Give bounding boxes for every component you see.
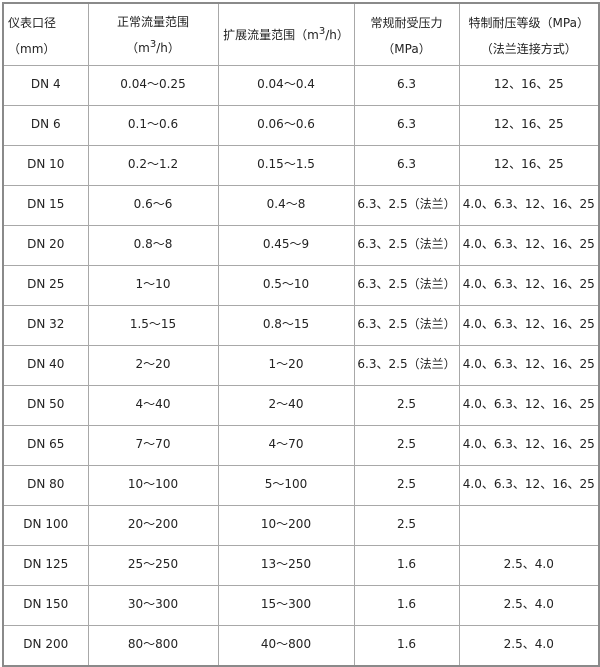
- cell-pressure: 6.3、2.5（法兰）: [353, 265, 460, 306]
- table-row: DN 100 20～200 10～200 2.5: [2, 505, 600, 546]
- header-unit-suffix: /h）: [156, 40, 180, 55]
- table-row: DN 40 2～20 1～20 6.3、2.5（法兰） 4.0、6.3、12、16、25: [2, 345, 600, 386]
- cell-normal: 30～300: [87, 585, 219, 626]
- table-row: DN 32 1.5～15 0.8～15 6.3、2.5（法兰） 4.0、6.3、12、1…: [2, 305, 600, 346]
- superscript: 3: [149, 38, 157, 50]
- cell-pressure: 6.3、2.5（法兰）: [353, 225, 460, 266]
- header-normal-flow: 正常流量范围（m3/h）: [87, 2, 219, 66]
- cell-extended: 1～20: [217, 345, 355, 386]
- header-unit-suffix: /h）: [325, 27, 349, 42]
- cell-dn: DN 20: [2, 225, 89, 266]
- cell-extended: 0.15～1.5: [217, 145, 355, 186]
- cell-special: 4.0、6.3、12、16、25: [458, 185, 600, 226]
- table-row: DN 125 25～250 13～250 1.6 2.5、4.0: [2, 545, 600, 586]
- table-row: DN 25 1～10 0.5～10 6.3、2.5（法兰） 4.0、6.3、12、16、…: [2, 265, 600, 306]
- cell-extended: 0.04～0.4: [217, 65, 355, 106]
- cell-special: 4.0、6.3、12、16、25: [458, 345, 600, 386]
- cell-pressure: 2.5: [353, 505, 460, 546]
- cell-extended: 0.45～9: [217, 225, 355, 266]
- cell-normal: 1.5～15: [87, 305, 219, 346]
- table-row: DN 6 0.1～0.6 0.06～0.6 6.3 12、16、25: [2, 105, 600, 146]
- cell-dn: DN 80: [2, 465, 89, 506]
- cell-extended: 0.06～0.6: [217, 105, 355, 146]
- header-pressure: 常规耐受压力（MPa）: [353, 2, 460, 66]
- cell-dn: DN 10: [2, 145, 89, 186]
- cell-special: 4.0、6.3、12、16、25: [458, 305, 600, 346]
- cell-special: 4.0、6.3、12、16、25: [458, 265, 600, 306]
- header-row: 仪表口径（mm） 正常流量范围（m3/h） 扩展流量范围（m3/h） 常规耐受压…: [2, 2, 600, 66]
- cell-special: 4.0、6.3、12、16、25: [458, 465, 600, 506]
- cell-dn: DN 15: [2, 185, 89, 226]
- cell-normal: 0.1～0.6: [87, 105, 219, 146]
- cell-normal: 20～200: [87, 505, 219, 546]
- cell-extended: 13～250: [217, 545, 355, 586]
- cell-pressure: 6.3: [353, 105, 460, 146]
- cell-dn: DN 100: [2, 505, 89, 546]
- cell-normal: 2～20: [87, 345, 219, 386]
- table-row: DN 150 30～300 15～300 1.6 2.5、4.0: [2, 585, 600, 626]
- table-row: DN 10 0.2～1.2 0.15～1.5 6.3 12、16、25: [2, 145, 600, 186]
- superscript: 3: [318, 25, 326, 37]
- cell-dn: DN 50: [2, 385, 89, 426]
- header-normal-flow-text: 正常流量范围（m: [116, 14, 189, 55]
- cell-pressure: 2.5: [353, 425, 460, 466]
- cell-normal: 10～100: [87, 465, 219, 506]
- cell-dn: DN 40: [2, 345, 89, 386]
- cell-special: 4.0、6.3、12、16、25: [458, 385, 600, 426]
- cell-extended: 10～200: [217, 505, 355, 546]
- cell-normal: 0.2～1.2: [87, 145, 219, 186]
- cell-dn: DN 65: [2, 425, 89, 466]
- cell-extended: 0.4～8: [217, 185, 355, 226]
- cell-extended: 4～70: [217, 425, 355, 466]
- table-row: DN 20 0.8～8 0.45～9 6.3、2.5（法兰） 4.0、6.3、12、16…: [2, 225, 600, 266]
- cell-pressure: 2.5: [353, 385, 460, 426]
- table-row: DN 80 10～100 5～100 2.5 4.0、6.3、12、16、25: [2, 465, 600, 506]
- cell-special: 12、16、25: [458, 105, 600, 146]
- cell-dn: DN 32: [2, 305, 89, 346]
- table-row: DN 15 0.6～6 0.4～8 6.3、2.5（法兰） 4.0、6.3、12、16、…: [2, 185, 600, 226]
- table-row: DN 4 0.04～0.25 0.04～0.4 6.3 12、16、25: [2, 65, 600, 106]
- cell-normal: 25～250: [87, 545, 219, 586]
- table-row: DN 50 4～40 2～40 2.5 4.0、6.3、12、16、25: [2, 385, 600, 426]
- cell-dn: DN 125: [2, 545, 89, 586]
- cell-pressure: 2.5: [353, 465, 460, 506]
- cell-pressure: 6.3、2.5（法兰）: [353, 305, 460, 346]
- cell-normal: 1～10: [87, 265, 219, 306]
- cell-extended: 5～100: [217, 465, 355, 506]
- cell-pressure: 1.6: [353, 545, 460, 586]
- cell-extended: 0.8～15: [217, 305, 355, 346]
- cell-special: 2.5、4.0: [458, 545, 600, 586]
- cell-extended: 0.5～10: [217, 265, 355, 306]
- cell-special: 4.0、6.3、12、16、25: [458, 425, 600, 466]
- cell-dn: DN 4: [2, 65, 89, 106]
- cell-special: [458, 505, 600, 546]
- header-extended-flow: 扩展流量范围（m3/h）: [217, 2, 355, 66]
- header-extended-flow-text: 扩展流量范围（m: [223, 27, 319, 42]
- cell-pressure: 6.3、2.5（法兰）: [353, 345, 460, 386]
- cell-special: 12、16、25: [458, 145, 600, 186]
- cell-normal: 0.6～6: [87, 185, 219, 226]
- cell-extended: 15～300: [217, 585, 355, 626]
- cell-normal: 7～70: [87, 425, 219, 466]
- cell-dn: DN 150: [2, 585, 89, 626]
- cell-extended: 2～40: [217, 385, 355, 426]
- cell-dn: DN 25: [2, 265, 89, 306]
- header-special-pressure: 特制耐压等级（MPa）（法兰连接方式）: [458, 2, 600, 66]
- cell-pressure: 6.3、2.5（法兰）: [353, 185, 460, 226]
- cell-dn: DN 6: [2, 105, 89, 146]
- cell-pressure: 6.3: [353, 145, 460, 186]
- cell-special: 12、16、25: [458, 65, 600, 106]
- header-diameter: 仪表口径（mm）: [2, 2, 89, 66]
- cell-normal: 0.04～0.25: [87, 65, 219, 106]
- table-row: DN 65 7～70 4～70 2.5 4.0、6.3、12、16、25: [2, 425, 600, 466]
- cell-pressure: 6.3: [353, 65, 460, 106]
- cell-normal: 4～40: [87, 385, 219, 426]
- cell-special: 2.5、4.0: [458, 585, 600, 626]
- cell-normal: 0.8～8: [87, 225, 219, 266]
- cell-special: 4.0、6.3、12、16、25: [458, 225, 600, 266]
- cell-pressure: 1.6: [353, 585, 460, 626]
